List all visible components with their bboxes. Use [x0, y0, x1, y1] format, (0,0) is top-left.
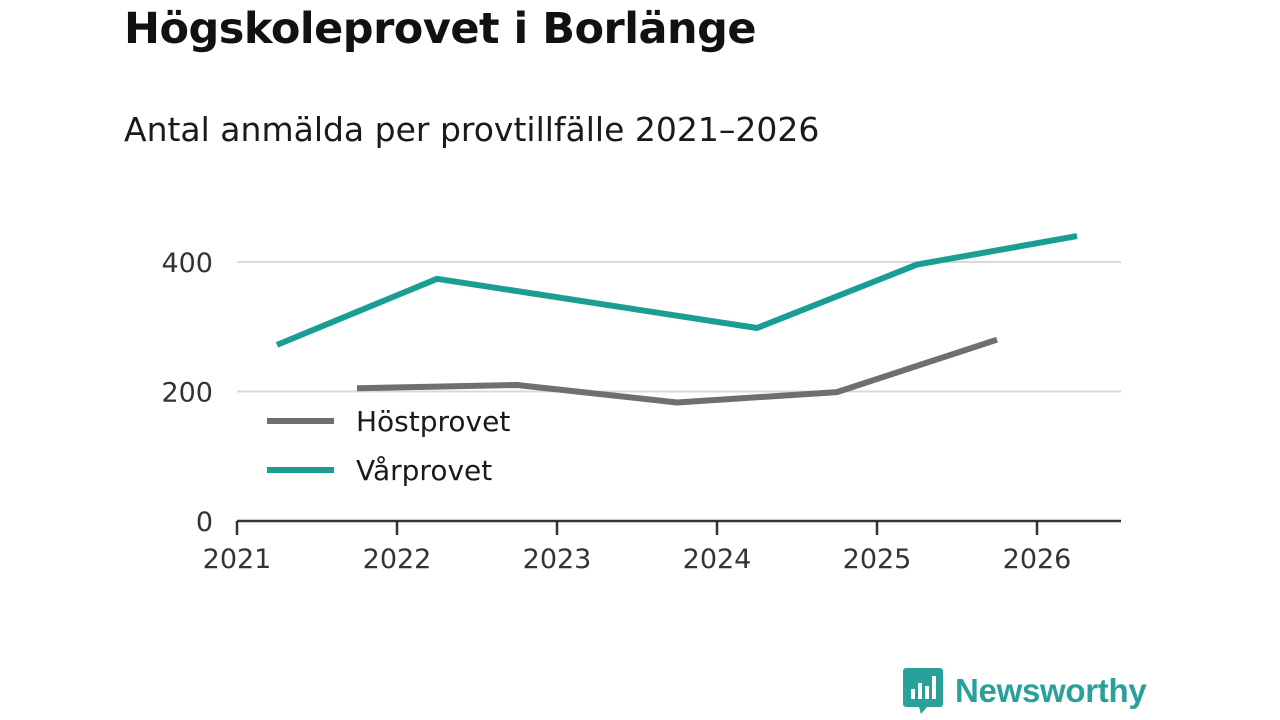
legend-label-v-rprovet: Vårprovet [356, 454, 492, 487]
legend: Höstprovet Vårprovet [267, 405, 510, 487]
y-tick-label-200: 200 [161, 378, 213, 409]
x-tick-label-2022: 2022 [363, 544, 432, 575]
x-tick-label-2024: 2024 [683, 544, 752, 575]
x-tick-label-2023: 2023 [523, 544, 592, 575]
series-line-h-stprovet [356, 336, 998, 406]
axes: 0 200 400 2021 2022 2023 2024 2025 2026 [161, 248, 1121, 575]
x-tick-label-2025: 2025 [843, 544, 912, 575]
y-tick-label-400: 400 [161, 248, 213, 279]
series-line-v-rprovet [275, 233, 1078, 348]
x-tick-label-2021: 2021 [203, 544, 272, 575]
brand-name: Newsworthy [955, 672, 1147, 709]
gridlines [237, 261, 1121, 393]
chart-title: Högskoleprovet i Borlänge [124, 4, 757, 54]
chart-subtitle: Antal anmälda per provtillfälle 2021–202… [124, 110, 820, 149]
brand-logo: Newsworthy [903, 668, 1147, 714]
series-lines [275, 233, 1078, 406]
y-tick-label-0: 0 [196, 507, 213, 538]
x-tick-label-2026: 2026 [1003, 544, 1072, 575]
legend-label-h-stprovet: Höstprovet [356, 405, 510, 438]
newsworthy-logo-icon [903, 668, 943, 714]
